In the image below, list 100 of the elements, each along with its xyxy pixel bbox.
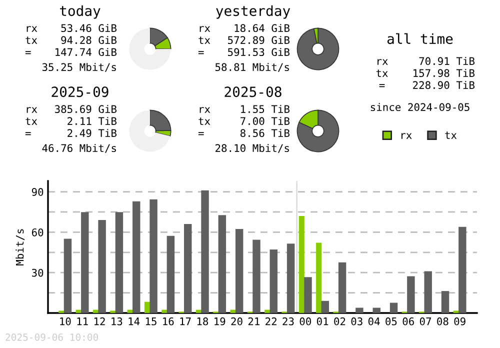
bar [64,238,72,313]
bar [338,262,346,313]
text: 8.56 TiB [240,128,290,138]
donut-slice [129,110,170,152]
bar [235,228,244,313]
x-tick-label: 07 [420,317,432,326]
bar [407,276,415,313]
bar [298,216,304,313]
text: = [25,132,31,136]
x-tick-label: 20 [231,317,242,326]
text: tx [198,118,210,125]
text: rx [378,59,388,65]
donut-slice [296,110,340,152]
text: 53.46 GiB [61,24,117,32]
x-tick-label: 05 [386,317,397,326]
y-tick-label: 90 [32,188,44,196]
bar [264,310,270,313]
x-tick-label: 13 [112,317,122,326]
text: 572.89 GiB [228,36,290,44]
bar [150,199,158,313]
x-tick-label: 09 [454,317,466,326]
text: rx [200,26,210,32]
x-tick-label: 00 [300,317,311,326]
x-tick-label: 21 [248,317,260,326]
bar [218,215,226,313]
text: 18.64 GiB [234,24,290,32]
text: = [198,132,204,136]
text: 157.98 TiB [414,68,475,78]
text: 70.91 TiB [419,56,475,66]
chart-title: 2025-09 [52,86,108,98]
text: 591.53 GiB [228,48,290,56]
x-tick-label: 08 [437,317,448,326]
donut-slice [296,28,340,70]
x-tick-label: 17 [180,318,191,326]
text: = [198,51,204,54]
bar [441,291,450,313]
x-tick-label: 18 [197,317,208,326]
text: tx [198,36,210,44]
legend-label: rx [401,133,412,139]
x-tick-label: 02 [334,317,346,326]
text: rx [26,107,38,113]
bar [390,302,398,313]
text: 147.74 GiB [56,48,117,56]
chart-title: yesterday [216,5,290,19]
text: 228.90 TiB [413,80,475,90]
bar [458,226,466,313]
text: 7.00 TiB [240,116,290,126]
text: 94.28 GiB [61,36,117,44]
x-tick-label: 04 [368,317,380,326]
text: 1.55 TiB [241,104,290,114]
x-tick-label: 22 [266,317,276,326]
bar [316,242,322,313]
text: tx [26,118,38,125]
x-tick-label: 15 [146,318,156,326]
bar [356,308,364,313]
x-tick-label: 12 [94,317,105,326]
bar [304,277,312,313]
bar [424,271,432,313]
y-tick-label: 30 [32,268,44,277]
text: 2.11 TiB [68,116,117,125]
chart-title: 2025-08 [224,86,282,98]
text: 385.69 GiB [54,104,117,114]
bar [321,300,329,313]
bar [81,212,89,313]
donut-slice [129,28,171,70]
x-tick-label: 01 [316,317,328,326]
text: 35.25 Mbit/s [42,62,116,72]
x-tick-label: 11 [77,318,88,326]
x-tick-label: 14 [128,318,140,326]
bar [166,236,175,313]
bar [184,224,192,313]
donut-slice [150,28,168,46]
text: 2.49 TiB [68,128,117,138]
bar [162,310,168,313]
bar [115,212,124,313]
text: since 2024-09-05 [370,102,470,112]
x-tick-label: 03 [351,317,362,326]
y-tick-label: 60 [32,228,44,236]
text: = [379,84,385,88]
bar [252,240,260,313]
bar [132,201,140,313]
bar [270,250,278,313]
text: rx [200,107,210,113]
text: tx [26,36,38,44]
x-tick-label: 16 [163,317,174,326]
bar [230,310,236,313]
chart-title: today [60,5,100,19]
text: 58.81 Mbit/s [215,62,289,72]
x-tick-label: 23 [282,317,294,326]
legend-label: tx [445,132,457,139]
bar [286,244,295,313]
x-tick-label: 06 [402,317,414,326]
bar [372,308,380,313]
text: 28.10 Mbit/s [216,144,289,153]
y-axis-title: Mbit/s [16,229,25,266]
text: tx [376,70,388,77]
text: = [25,51,31,54]
text: all time [387,33,453,44]
x-tick-label: 19 [214,317,226,326]
text: 46.76 Mbit/s [42,144,116,153]
